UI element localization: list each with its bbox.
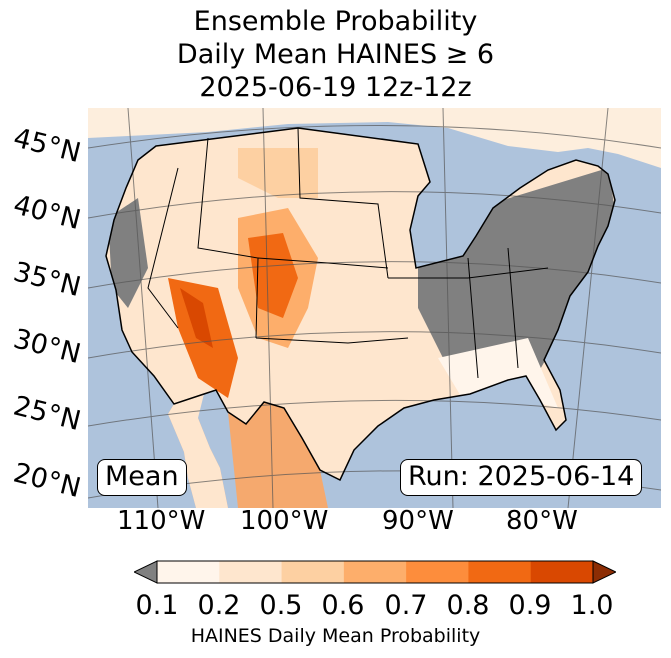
colorbar-bin — [343, 561, 407, 583]
colorbar — [134, 560, 616, 584]
colorbar-tick: 0.2 — [197, 590, 241, 621]
colorbar-tick: 0.5 — [259, 590, 303, 621]
lat-label-25n: 25°N — [10, 390, 84, 438]
lat-label-40n: 40°N — [10, 189, 84, 237]
probability-map — [88, 108, 661, 508]
lat-label-45n: 45°N — [10, 122, 84, 170]
prob-plume-core — [248, 233, 298, 318]
colorbar-under-arrow — [134, 560, 158, 584]
colorbar-tick: 0.6 — [321, 590, 365, 621]
stat-box: Mean — [97, 459, 187, 496]
colorbar-tick: 0.8 — [446, 590, 490, 621]
map-title: Ensemble Probability Daily Mean HAINES ≥… — [0, 5, 671, 104]
prob-plume-north — [238, 148, 318, 198]
lat-label-35n: 35°N — [10, 256, 84, 304]
title-line-3: 2025-06-19 12z-12z — [199, 72, 472, 103]
colorbar-tick: 1.0 — [570, 590, 614, 621]
title-line-2: Daily Mean HAINES ≥ 6 — [176, 39, 495, 70]
prob-plume-southwest-core — [180, 288, 213, 348]
lon-label-100w: 100°W — [240, 506, 329, 536]
colorbar-bin — [157, 561, 220, 583]
run-date-box: Run: 2025-06-14 — [400, 459, 643, 496]
colorbar-over-arrow — [592, 560, 616, 584]
colorbar-bin — [219, 561, 283, 583]
colorbar-tick: 0.7 — [384, 590, 428, 621]
colorbar-bin — [468, 561, 532, 583]
colorbar-frame — [156, 560, 594, 584]
state-borders — [105, 127, 616, 482]
colorbar-label: HAINES Daily Mean Probability — [190, 625, 481, 647]
lat-label-30n: 30°N — [10, 323, 84, 371]
graticule — [88, 108, 661, 508]
title-line-1: Ensemble Probability — [193, 6, 478, 37]
lon-label-80w: 80°W — [506, 506, 578, 536]
colorbar-tick: 0.1 — [135, 590, 179, 621]
colorbar-bin — [281, 561, 345, 583]
colorbar-bin — [530, 561, 594, 583]
colorbar-bin — [406, 561, 469, 583]
lat-label-20n: 20°N — [10, 457, 84, 505]
colorbar-tick: 0.9 — [508, 590, 552, 621]
lon-label-90w: 90°W — [382, 506, 454, 536]
canada-land — [88, 108, 661, 168]
lon-label-110w: 110°W — [117, 506, 206, 536]
